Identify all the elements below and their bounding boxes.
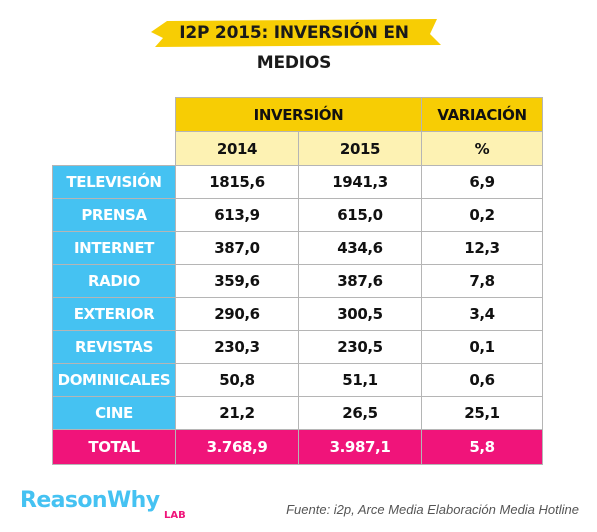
empty-corner xyxy=(53,98,176,132)
table-row: INTERNET 387,0 434,6 12,3 xyxy=(52,231,543,265)
cell-2015: 387,6 xyxy=(298,264,422,298)
cell-2015: 300,5 xyxy=(298,297,422,331)
title-banner: I2P 2015: INVERSIÓN EN MEDIOS xyxy=(145,18,443,73)
cell-2014: 290,6 xyxy=(175,297,299,331)
cell-2014: 3.768,9 xyxy=(175,429,299,465)
header-inversion: INVERSIÓN xyxy=(175,97,422,132)
cell-variation: 5,8 xyxy=(421,429,543,465)
row-label: RADIO xyxy=(52,264,176,298)
subheader-2015: 2015 xyxy=(298,131,422,166)
table-row: RADIO 359,6 387,6 7,8 xyxy=(52,264,543,298)
subheader-2014: 2014 xyxy=(175,131,299,166)
row-label: DOMINICALES xyxy=(52,363,176,397)
brand-logo: ReasonWhy LAB xyxy=(20,488,186,528)
empty-corner xyxy=(53,132,176,166)
table-row: TELEVISIÓN 1815,6 1941,3 6,9 xyxy=(52,165,543,199)
total-row: TOTAL 3.768,9 3.987,1 5,8 xyxy=(52,429,543,465)
subheader-row: 2014 2015 % xyxy=(53,131,543,166)
cell-2014: 1815,6 xyxy=(175,165,299,199)
row-label: INTERNET xyxy=(52,231,176,265)
cell-variation: 0,1 xyxy=(421,330,543,364)
brand-name: ReasonWhy xyxy=(20,488,160,513)
cell-2014: 21,2 xyxy=(175,396,299,430)
cell-variation: 0,2 xyxy=(421,198,543,232)
page-title: I2P 2015: INVERSIÓN EN MEDIOS xyxy=(179,23,409,73)
cell-2015: 26,5 xyxy=(298,396,422,430)
cell-variation: 12,3 xyxy=(421,231,543,265)
row-label: TELEVISIÓN xyxy=(52,165,176,199)
yellow-brush-stroke xyxy=(151,19,441,47)
subheader-pct: % xyxy=(421,131,543,166)
cell-variation: 3,4 xyxy=(421,297,543,331)
table-row: PRENSA 613,9 615,0 0,2 xyxy=(52,198,543,232)
cell-variation: 7,8 xyxy=(421,264,543,298)
cell-2015: 230,5 xyxy=(298,330,422,364)
cell-variation: 25,1 xyxy=(421,396,543,430)
cell-2015: 1941,3 xyxy=(298,165,422,199)
table-row: CINE 21,2 26,5 25,1 xyxy=(52,396,543,430)
header-row: INVERSIÓN VARIACIÓN xyxy=(53,97,543,132)
source-note: Fuente: i2p, Arce Media Elaboración Medi… xyxy=(286,502,579,517)
cell-2014: 387,0 xyxy=(175,231,299,265)
row-label: CINE xyxy=(52,396,176,430)
table-row: DOMINICALES 50,8 51,1 0,6 xyxy=(52,363,543,397)
cell-variation: 0,6 xyxy=(421,363,543,397)
cell-2015: 434,6 xyxy=(298,231,422,265)
row-label: EXTERIOR xyxy=(52,297,176,331)
cell-2015: 615,0 xyxy=(298,198,422,232)
brand-sub: LAB xyxy=(164,510,186,521)
cell-variation: 6,9 xyxy=(421,165,543,199)
table-row: EXTERIOR 290,6 300,5 3,4 xyxy=(52,297,543,331)
cell-2015: 3.987,1 xyxy=(298,429,422,465)
row-label: TOTAL xyxy=(52,429,176,465)
investment-table: INVERSIÓN VARIACIÓN 2014 2015 % TELEVISI… xyxy=(52,97,543,465)
cell-2015: 51,1 xyxy=(298,363,422,397)
row-label: REVISTAS xyxy=(52,330,176,364)
cell-2014: 613,9 xyxy=(175,198,299,232)
cell-2014: 359,6 xyxy=(175,264,299,298)
row-label: PRENSA xyxy=(52,198,176,232)
header-variacion: VARIACIÓN xyxy=(421,97,543,132)
cell-2014: 230,3 xyxy=(175,330,299,364)
cell-2014: 50,8 xyxy=(175,363,299,397)
table-row: REVISTAS 230,3 230,5 0,1 xyxy=(52,330,543,364)
